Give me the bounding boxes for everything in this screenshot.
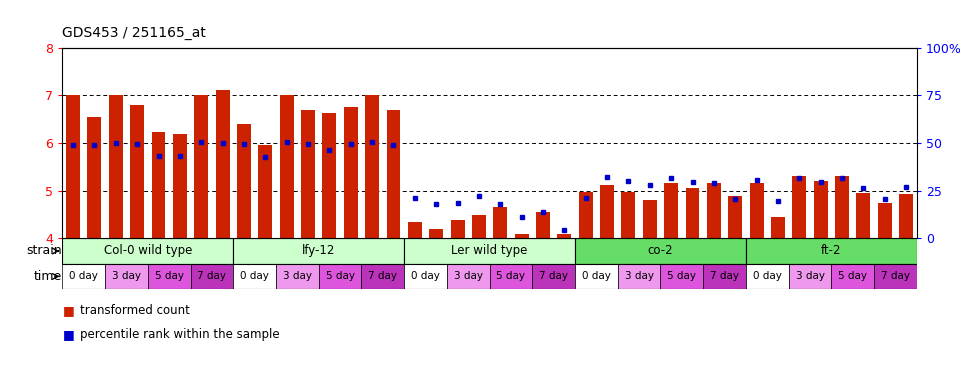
Bar [446, 264, 490, 289]
Bar [450, 220, 465, 238]
Bar [344, 107, 358, 238]
Bar [575, 238, 746, 264]
Bar [789, 264, 831, 289]
Bar [279, 95, 294, 238]
Text: 0 day: 0 day [411, 272, 440, 281]
Text: GDS453 / 251165_at: GDS453 / 251165_at [62, 26, 206, 40]
Bar [618, 264, 660, 289]
Bar [493, 207, 507, 238]
Text: Col-0 wild type: Col-0 wild type [104, 244, 192, 258]
Bar [558, 234, 571, 238]
Text: 7 day: 7 day [881, 272, 910, 281]
Bar [365, 95, 379, 238]
Bar [515, 235, 529, 238]
Text: ft-2: ft-2 [821, 244, 842, 258]
Text: co-2: co-2 [648, 244, 673, 258]
Text: strain: strain [26, 244, 62, 258]
Text: 7 day: 7 day [540, 272, 568, 281]
Text: lfy-12: lfy-12 [302, 244, 335, 258]
Bar [664, 183, 678, 238]
Bar [685, 188, 700, 238]
Text: 5 day: 5 day [667, 272, 696, 281]
Bar [703, 264, 746, 289]
Bar [600, 185, 614, 238]
Bar [216, 90, 229, 238]
Bar [575, 264, 618, 289]
Bar [408, 221, 421, 238]
Text: 5 day: 5 day [838, 272, 867, 281]
Text: 7 day: 7 day [369, 272, 397, 281]
Bar [831, 264, 874, 289]
Text: 0 day: 0 day [240, 272, 269, 281]
Bar [660, 264, 703, 289]
Bar [643, 200, 657, 238]
Bar [814, 181, 828, 238]
Bar [429, 229, 444, 238]
Bar [792, 176, 806, 238]
Bar [323, 113, 336, 238]
Bar [66, 95, 80, 238]
Text: 3 day: 3 day [796, 272, 825, 281]
Bar [532, 264, 575, 289]
Bar [404, 264, 446, 289]
Bar [835, 176, 849, 238]
Text: percentile rank within the sample: percentile rank within the sample [80, 328, 279, 341]
Bar [62, 264, 106, 289]
Bar [106, 264, 148, 289]
Bar [258, 145, 273, 238]
Bar [856, 193, 871, 238]
Bar [301, 109, 315, 238]
Bar [771, 217, 785, 238]
Bar [194, 95, 208, 238]
Text: 0 day: 0 day [69, 272, 98, 281]
Bar [190, 264, 233, 289]
Bar [276, 264, 319, 289]
Bar [152, 132, 165, 238]
Text: Ler wild type: Ler wild type [451, 244, 528, 258]
Bar [750, 183, 763, 238]
Text: 7 day: 7 day [198, 272, 227, 281]
Bar [319, 264, 362, 289]
Text: ■: ■ [62, 328, 74, 341]
Text: 3 day: 3 day [283, 272, 312, 281]
Bar [404, 238, 575, 264]
Bar [729, 196, 742, 238]
Bar [131, 105, 144, 238]
Bar [233, 238, 404, 264]
Text: 5 day: 5 day [325, 272, 354, 281]
Bar [877, 202, 892, 238]
Bar [707, 183, 721, 238]
Text: transformed count: transformed count [80, 304, 189, 317]
Bar [490, 264, 532, 289]
Text: ■: ■ [62, 304, 74, 317]
Text: 0 day: 0 day [753, 272, 781, 281]
Text: 3 day: 3 day [625, 272, 654, 281]
Bar [536, 212, 550, 238]
Text: 5 day: 5 day [496, 272, 525, 281]
Bar [746, 238, 917, 264]
Bar [746, 264, 789, 289]
Bar [173, 134, 187, 238]
Bar [362, 264, 404, 289]
Bar [87, 117, 102, 238]
Bar [108, 95, 123, 238]
Bar [233, 264, 276, 289]
Bar [472, 216, 486, 238]
Bar [900, 194, 913, 238]
Bar [579, 191, 592, 238]
Text: 3 day: 3 day [112, 272, 141, 281]
Bar [874, 264, 917, 289]
Bar [148, 264, 190, 289]
Bar [62, 238, 233, 264]
Text: 3 day: 3 day [454, 272, 483, 281]
Bar [387, 109, 400, 238]
Bar [621, 191, 636, 238]
Bar [237, 124, 251, 238]
Text: 7 day: 7 day [710, 272, 739, 281]
Text: 0 day: 0 day [582, 272, 611, 281]
Text: time: time [34, 270, 62, 283]
Text: 5 day: 5 day [155, 272, 183, 281]
